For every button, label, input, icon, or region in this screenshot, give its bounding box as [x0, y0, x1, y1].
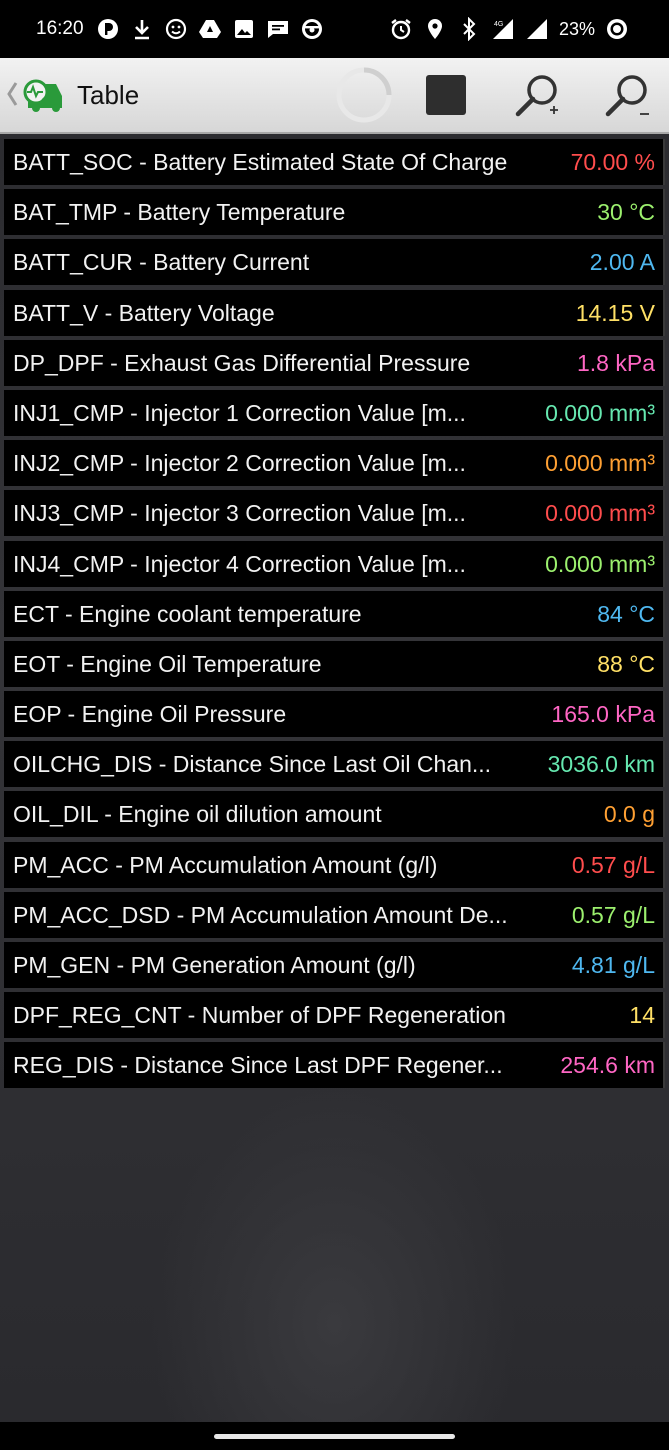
message-icon: [268, 21, 288, 38]
row-value: 3036.0 km: [547, 751, 655, 778]
row-label: INJ1_CMP - Injector 1 Correction Value […: [13, 399, 466, 426]
table-row[interactable]: DP_DPF - Exhaust Gas Differential Pressu…: [4, 339, 665, 386]
row-value: 14: [629, 1002, 655, 1029]
row-label: INJ3_CMP - Injector 3 Correction Value […: [13, 500, 466, 527]
row-value: 70.00 %: [570, 149, 655, 175]
row-value: 0.000 mm³: [545, 450, 655, 477]
row-value: 0.57 g/L: [571, 901, 655, 928]
row-label: INJ2_CMP - Injector 2 Correction Value […: [13, 450, 466, 477]
loading-spinner-icon: [336, 67, 392, 123]
row-label: EOT - Engine Oil Temperature: [13, 650, 322, 677]
table-row[interactable]: BATT_SOC - Battery Estimated State Of Ch…: [4, 139, 665, 185]
status-time: 16:20: [36, 18, 84, 39]
row-value: 165.0 kPa: [551, 701, 655, 728]
table-row[interactable]: DPF_REG_CNT - Number of DPF Regeneration…: [4, 992, 665, 1039]
row-label: BATT_SOC - Battery Estimated State Of Ch…: [13, 149, 508, 175]
row-label: DPF_REG_CNT - Number of DPF Regeneration: [13, 1002, 506, 1029]
row-value: 0.000 mm³: [545, 550, 655, 577]
row-value: 254.6 km: [560, 1052, 655, 1079]
table-row[interactable]: INJ2_CMP - Injector 2 Correction Value […: [4, 440, 665, 487]
row-label: PM_ACC - PM Accumulation Amount (g/l): [13, 851, 438, 878]
table-row[interactable]: BATT_CUR - Battery Current 2.00 A: [4, 239, 665, 286]
row-label: OILCHG_DIS - Distance Since Last Oil Cha…: [13, 751, 492, 778]
system-icons: 4G 23%: [389, 16, 629, 42]
row-value: 2.00 A: [589, 249, 655, 276]
row-value: 30 °C: [597, 199, 655, 226]
table-row[interactable]: INJ1_CMP - Injector 1 Correction Value […: [4, 389, 665, 436]
table-row[interactable]: INJ4_CMP - Injector 4 Correction Value […: [4, 540, 665, 587]
row-value: 1.8 kPa: [577, 349, 655, 376]
wifi-signal-icon: [526, 19, 547, 39]
table-row[interactable]: OILCHG_DIS - Distance Since Last Oil Cha…: [4, 741, 665, 788]
cellular-signal-icon: 4G: [492, 19, 513, 39]
row-value: 14.15 V: [575, 299, 655, 326]
row-label: BATT_CUR - Battery Current: [13, 249, 310, 276]
zoom-in-icon[interactable]: [510, 70, 562, 122]
download-icon: [135, 20, 149, 40]
row-label: EOP - Engine Oil Pressure: [13, 701, 287, 728]
row-label: BAT_TMP - Battery Temperature: [13, 199, 346, 226]
table-row[interactable]: REG_DIS - Distance Since Last DPF Regene…: [4, 1042, 665, 1089]
table-row[interactable]: OIL_DIL - Engine oil dilution amount 0.0 …: [4, 791, 665, 838]
sensor-table: BATT_SOC - Battery Estimated State Of Ch…: [4, 139, 665, 1093]
gesture-nav-bar: [0, 1422, 669, 1450]
home-gesture-handle[interactable]: [214, 1434, 455, 1439]
row-label: REG_DIS - Distance Since Last DPF Regene…: [13, 1052, 503, 1079]
alarm-icon: [391, 19, 411, 40]
table-row[interactable]: PM_GEN - PM Generation Amount (g/l) 4.81 …: [4, 942, 665, 988]
row-label: ECT - Engine coolant temperature: [13, 600, 362, 627]
app-logo-icon[interactable]: [18, 76, 72, 114]
battery-percent: 23%: [558, 18, 595, 39]
row-value: 0.57 g/L: [571, 851, 655, 878]
row-value: 88 °C: [597, 650, 655, 677]
data-saver-icon: [98, 19, 118, 39]
row-value: 84 °C: [597, 600, 655, 627]
table-row[interactable]: BAT_TMP - Battery Temperature 30 °C: [4, 189, 665, 236]
row-value: 0.000 mm³: [545, 500, 655, 527]
action-bar: Table: [0, 58, 669, 134]
gallery-icon: [235, 20, 253, 38]
row-label: PM_ACC_DSD - PM Accumulation Amount De..…: [13, 901, 508, 928]
row-label: OIL_DIL - Engine oil dilution amount: [13, 801, 382, 828]
stop-button[interactable]: [426, 75, 466, 115]
row-value: 0.0 g: [603, 801, 655, 828]
row-label: BATT_V - Battery Voltage: [13, 299, 275, 326]
steering-wheel-icon: [302, 19, 322, 39]
row-label: PM_GEN - PM Generation Amount (g/l): [13, 952, 416, 978]
table-row[interactable]: ECT - Engine coolant temperature 84 °C: [4, 590, 665, 637]
notification-icons: [96, 16, 324, 42]
battery-circle-icon: [607, 19, 627, 39]
table-row[interactable]: INJ3_CMP - Injector 3 Correction Value […: [4, 490, 665, 537]
row-value: 4.81 g/L: [571, 952, 655, 978]
table-row[interactable]: PM_ACC - PM Accumulation Amount (g/l) 0.5…: [4, 841, 665, 888]
status-bar: 16:20 4G 23%: [0, 0, 669, 58]
table-row[interactable]: EOT - Engine Oil Temperature 88 °C: [4, 640, 665, 687]
table-row[interactable]: BATT_V - Battery Voltage 14.15 V: [4, 289, 665, 336]
back-chevron-icon[interactable]: [6, 80, 18, 108]
table-row[interactable]: PM_ACC_DSD - PM Accumulation Amount De..…: [4, 891, 665, 938]
row-label: DP_DPF - Exhaust Gas Differential Pressu…: [13, 349, 471, 376]
zoom-out-icon[interactable]: [600, 70, 652, 122]
row-label: INJ4_CMP - Injector 4 Correction Value […: [13, 550, 466, 577]
face-icon: [165, 18, 187, 40]
location-icon: [427, 19, 442, 39]
table-row[interactable]: EOP - Engine Oil Pressure 165.0 kPa: [4, 691, 665, 738]
table-view[interactable]: BATT_SOC - Battery Estimated State Of Ch…: [0, 134, 669, 1422]
bluetooth-icon: [463, 17, 476, 41]
drive-icon: [199, 20, 221, 38]
svg-text:4G: 4G: [494, 21, 503, 28]
page-title: Table: [77, 80, 140, 110]
row-value: 0.000 mm³: [545, 399, 655, 426]
